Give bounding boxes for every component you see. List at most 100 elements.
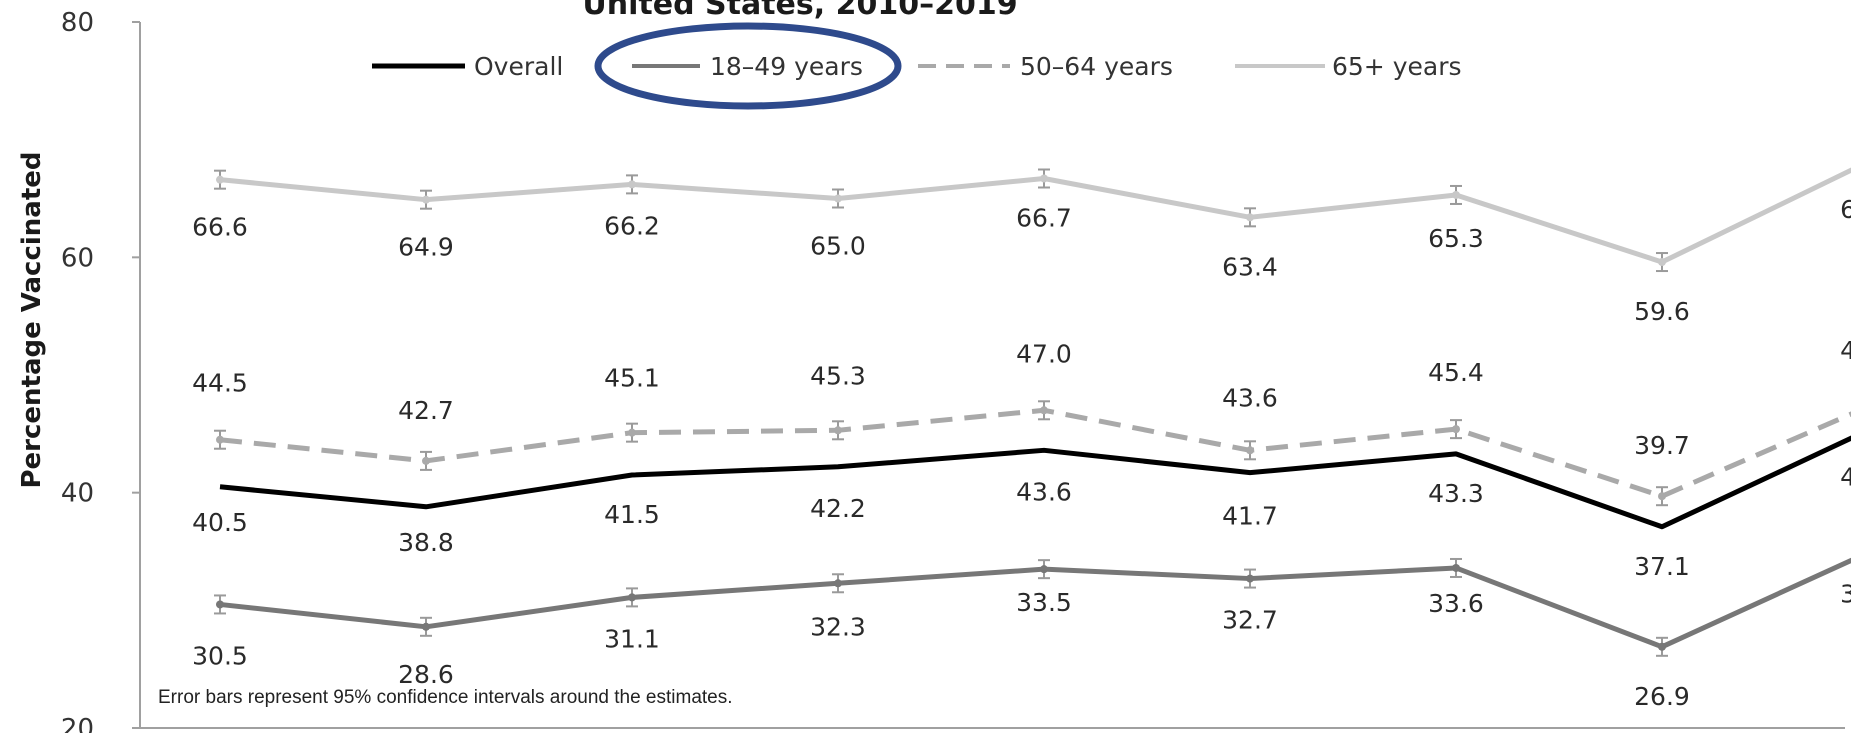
data-label: 47.3 <box>1840 336 1851 365</box>
error-bar-note: Error bars represent 95% confidence inte… <box>158 687 733 708</box>
legend-entry: 18–49 years <box>632 52 863 81</box>
error-bar <box>1656 486 1668 507</box>
error-bar <box>214 169 226 190</box>
data-label: 66.6 <box>192 213 248 242</box>
data-point <box>834 426 842 435</box>
legend-entry: 50–64 years <box>918 52 1173 81</box>
data-label: 32.7 <box>1222 606 1278 635</box>
data-label: 28.6 <box>398 660 454 689</box>
data-point <box>1658 492 1666 501</box>
data-point <box>628 593 636 602</box>
data-label: 37.1 <box>1634 552 1690 581</box>
data-label: 44.5 <box>192 369 248 398</box>
error-bar <box>214 594 226 615</box>
data-point <box>1452 425 1460 434</box>
data-label: 45.4 <box>1428 358 1484 387</box>
error-bar <box>1656 636 1668 657</box>
data-point <box>628 180 636 189</box>
series-line-group <box>214 400 1851 507</box>
data-point <box>1246 574 1254 583</box>
data-label: 31.1 <box>604 624 660 653</box>
error-bar <box>1450 419 1462 440</box>
error-bar <box>420 450 432 471</box>
highlight-ellipse <box>594 22 902 110</box>
series-line <box>219 435 1851 530</box>
data-label: 41.5 <box>604 500 660 529</box>
data-label: 32.3 <box>810 612 866 641</box>
data-point <box>1452 563 1460 572</box>
data-label: 68.1 <box>1840 195 1851 224</box>
legend-label: 50–64 years <box>1020 52 1173 81</box>
data-point <box>422 456 430 465</box>
data-point <box>1658 258 1666 267</box>
data-label: 30.5 <box>192 641 248 670</box>
data-labels-layer: 40.5 38.8 41.5 42.2 43.6 41.7 43.3 37.1 45.3 30.5… <box>192 195 1851 711</box>
data-label: 47.0 <box>1016 339 1072 368</box>
data-label: 43.3 <box>1428 479 1484 508</box>
data-label: 45.3 <box>1840 462 1851 491</box>
error-bar <box>1038 559 1050 580</box>
data-label: 33.5 <box>1016 588 1072 617</box>
data-point <box>1040 565 1048 574</box>
legend-entry: Overall <box>372 52 563 81</box>
data-label: 63.4 <box>1222 252 1278 281</box>
data-label: 33.6 <box>1428 589 1484 618</box>
data-point <box>216 175 224 184</box>
error-bar <box>1656 252 1668 273</box>
legend-entry: 65+ years <box>1235 52 1462 81</box>
data-label: 59.6 <box>1634 297 1690 326</box>
data-label: 66.7 <box>1016 203 1072 232</box>
y-tick-label: 20 <box>61 714 94 733</box>
series-line-group <box>214 557 1851 657</box>
data-point <box>1040 406 1048 415</box>
error-bar <box>626 422 638 443</box>
error-bar <box>420 616 432 637</box>
data-point <box>834 579 842 588</box>
series-line-group <box>214 167 1851 273</box>
series-line-group <box>219 435 1851 530</box>
data-label: 34.9 <box>1840 580 1851 609</box>
error-bar <box>832 188 844 209</box>
data-point <box>216 435 224 444</box>
error-bar <box>420 189 432 210</box>
data-point <box>1040 174 1048 183</box>
title-layer: United States, 2010–2019 <box>582 0 1017 22</box>
series-layer <box>214 167 1851 657</box>
legend-label: Overall <box>474 52 563 81</box>
legend-label: 65+ years <box>1332 52 1462 81</box>
data-label: 38.8 <box>398 528 454 557</box>
data-label: 64.9 <box>398 233 454 262</box>
error-bar <box>1450 184 1462 205</box>
data-point <box>216 600 224 609</box>
data-label: 26.9 <box>1634 682 1690 711</box>
data-label: 40.5 <box>192 508 248 537</box>
data-label: 43.6 <box>1016 477 1072 506</box>
ylabel-layer: Percentage Vaccinated <box>17 151 47 488</box>
data-point <box>628 428 636 437</box>
error-bar <box>1038 168 1050 189</box>
error-bar <box>832 573 844 594</box>
data-label: 42.7 <box>398 396 454 425</box>
error-bar <box>1450 557 1462 578</box>
data-point <box>422 622 430 631</box>
error-bar <box>1244 568 1256 589</box>
error-bar <box>1244 440 1256 461</box>
data-point <box>1246 446 1254 455</box>
data-label: 42.2 <box>810 494 866 523</box>
data-point <box>422 195 430 204</box>
data-label: 41.7 <box>1222 502 1278 531</box>
data-label: 43.6 <box>1222 383 1278 412</box>
axes-layer: 20 40 60 80 <box>61 8 1845 733</box>
error-bar <box>832 420 844 441</box>
data-label: 45.3 <box>810 361 866 390</box>
error-bar <box>626 587 638 608</box>
data-point <box>1658 642 1666 651</box>
error-bar <box>626 174 638 195</box>
note-layer: Error bars represent 95% confidence inte… <box>158 687 733 708</box>
data-point <box>834 194 842 203</box>
error-bar <box>1038 400 1050 421</box>
error-bar <box>214 429 226 450</box>
chart-title: United States, 2010–2019 <box>582 0 1017 22</box>
data-label: 45.1 <box>604 364 660 393</box>
